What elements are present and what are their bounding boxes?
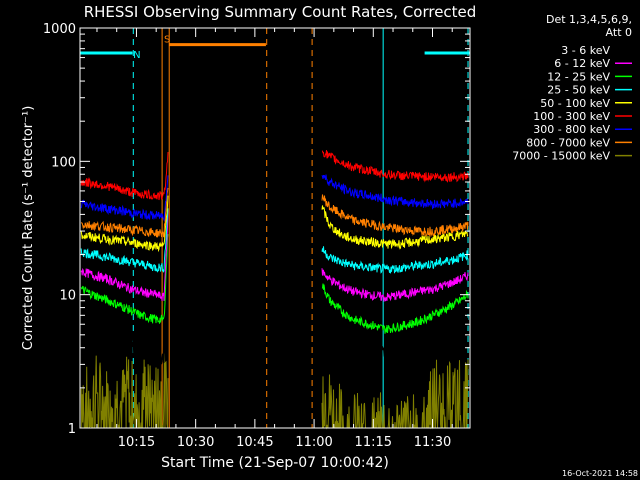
series-line-12-25-kev-pre xyxy=(80,234,169,324)
series-line-50-100-kev-pre xyxy=(80,195,169,253)
y-tick-label-100: 100 xyxy=(51,155,76,170)
y-tick-label-10: 10 xyxy=(59,289,76,304)
series-line-7000-15000-kev-pre xyxy=(80,353,169,429)
chart-title: RHESSI Observing Summary Count Rates, Co… xyxy=(84,3,477,21)
series-lines xyxy=(80,150,469,430)
x-tick-label-1100: 11:00 xyxy=(295,435,332,450)
annotation-label-0: N xyxy=(133,50,140,61)
x-axis-ticks: 10:15 10:30 10:45 11:00 11:15 11:30 xyxy=(96,28,453,450)
series-line-800-7000-kev-post xyxy=(321,194,469,238)
y-tick-label-1000: 1000 xyxy=(43,22,76,37)
series-line-100-300-kev-pre xyxy=(80,151,169,201)
legend-label-25-50-kev: 25 - 50 keV xyxy=(547,84,610,97)
series-line-12-25-kev-post xyxy=(321,283,469,334)
x-tick-label-1130: 11:30 xyxy=(414,435,451,450)
x-tick-label-1045: 10:45 xyxy=(236,435,273,450)
annotations: NS xyxy=(80,35,470,61)
legend-label-300-800-kev: 300 - 800 keV xyxy=(533,123,610,136)
x-tick-label-1115: 11:15 xyxy=(355,435,392,450)
series-line-3-6-kev-pre xyxy=(80,265,169,367)
plot-frame xyxy=(79,27,471,429)
legend-label-3-6-kev: 3 - 6 keV xyxy=(561,44,610,57)
legend-header-line-1: Det 1,3,4,5,6,9, xyxy=(546,13,632,26)
legend-label-100-300-kev: 100 - 300 keV xyxy=(533,110,610,123)
series-line-6-12-kev-post xyxy=(321,268,469,302)
series-line-50-100-kev-post xyxy=(321,205,469,250)
legend-label-7000-15000-kev: 7000 - 15000 keV xyxy=(512,150,610,163)
vertical-markers xyxy=(79,28,469,428)
annotation-label-1: S xyxy=(164,35,170,46)
legend-header-line-2: Att 0 xyxy=(606,26,632,39)
series-line-100-300-kev-post xyxy=(321,150,469,183)
legend-label-50-100-kev: 50 - 100 keV xyxy=(540,97,610,110)
series-line-300-800-kev-pre xyxy=(80,175,169,222)
y-tick-label-1: 1 xyxy=(68,422,76,437)
series-line-25-50-kev-pre xyxy=(80,208,169,273)
footer-date: 16-Oct-2021 14:58 xyxy=(562,469,638,478)
legend-label-6-12-kev: 6 - 12 keV xyxy=(554,57,610,70)
y-axis-ticks: 1 10 100 1000 xyxy=(43,22,470,437)
x-axis-label: Start Time (21-Sep-07 10:00:42) xyxy=(161,455,389,471)
y-axis-label: Corrected Count Rate (s⁻¹ detector⁻¹) xyxy=(21,106,36,351)
series-line-3-6-kev-post xyxy=(321,284,469,361)
series-line-300-800-kev-post xyxy=(321,174,469,210)
x-tick-label-1030: 10:30 xyxy=(177,435,214,450)
x-tick-label-1015: 10:15 xyxy=(118,435,155,450)
series-line-25-50-kev-post xyxy=(321,246,469,274)
series-line-800-7000-kev-pre xyxy=(80,187,169,238)
series-line-6-12-kev-pre xyxy=(80,210,169,301)
legend-label-12-25-kev: 12 - 25 keV xyxy=(547,70,610,83)
series-line-7000-15000-kev-post xyxy=(321,359,469,430)
legend-label-800-7000-kev: 800 - 7000 keV xyxy=(526,136,610,149)
